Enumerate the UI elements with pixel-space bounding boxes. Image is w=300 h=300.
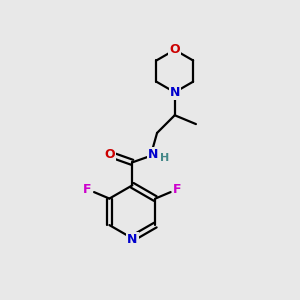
Text: F: F <box>83 183 92 196</box>
Text: N: N <box>127 233 137 246</box>
Text: N: N <box>148 148 159 161</box>
Text: O: O <box>104 148 115 161</box>
Text: N: N <box>169 86 180 99</box>
Text: H: H <box>160 153 169 163</box>
Text: N: N <box>169 86 180 99</box>
Text: O: O <box>169 44 180 56</box>
Text: F: F <box>173 183 181 196</box>
